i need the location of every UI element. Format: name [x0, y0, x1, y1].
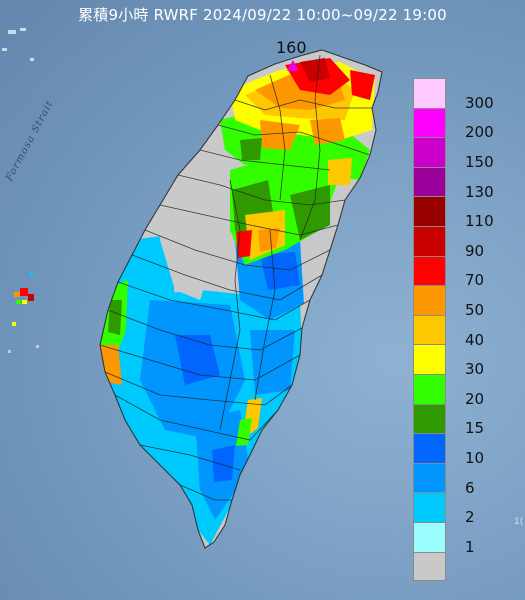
legend-label: 50 [465, 301, 485, 319]
legend-swatch [413, 285, 446, 315]
legend-swatch [413, 196, 446, 226]
max-rainfall-value: 160 [276, 38, 307, 57]
legend-swatch [413, 403, 446, 434]
penghu-islands [8, 272, 39, 353]
max-rainfall-marker-icon [287, 60, 299, 71]
legend-label: 110 [465, 212, 494, 231]
legend-swatch [413, 166, 446, 197]
legend-label: 70 [465, 271, 485, 290]
legend-swatch [413, 314, 446, 345]
rainfall-field [100, 58, 375, 545]
legend-swatch [413, 137, 446, 167]
county-boundaries [99, 49, 383, 549]
rainfall-legend [413, 78, 448, 582]
legend-label: 300 [465, 93, 494, 112]
edge-partial-label: 1( [514, 517, 524, 527]
legend-label: 30 [465, 360, 485, 379]
legend-swatch [413, 433, 446, 463]
offshore-clouds [2, 28, 34, 61]
legend-label: 15 [465, 419, 485, 438]
legend-label: 6 [465, 478, 475, 497]
legend-label: 130 [465, 182, 494, 201]
legend-label: 150 [465, 153, 494, 171]
legend-swatch [413, 492, 446, 522]
legend-swatch [413, 255, 446, 286]
legend-label: 200 [465, 123, 494, 142]
legend-swatch [413, 373, 446, 404]
legend-swatch [413, 78, 446, 108]
legend-label: 40 [465, 330, 485, 349]
legend-swatch [413, 551, 446, 582]
legend-label: 2 [465, 508, 475, 527]
legend-label: 10 [465, 449, 485, 467]
legend-swatch [413, 225, 446, 256]
legend-label: 90 [465, 241, 485, 260]
legend-swatch [413, 462, 446, 493]
legend-swatch [413, 344, 446, 374]
legend-swatch [413, 107, 446, 138]
legend-label: 1 [465, 537, 475, 556]
legend-label: 20 [465, 389, 485, 408]
map-title: 累積9小時 RWRF 2024/09/22 10:00~09/22 19:00 [78, 6, 447, 24]
legend-swatch [413, 521, 446, 552]
